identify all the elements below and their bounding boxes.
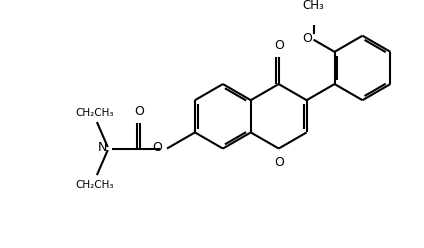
Text: CH₂CH₃: CH₂CH₃: [76, 180, 114, 189]
Text: CH₂CH₃: CH₂CH₃: [76, 108, 114, 118]
Text: N: N: [98, 141, 107, 154]
Text: CH₃: CH₃: [303, 0, 324, 12]
Text: O: O: [274, 156, 284, 169]
Text: O: O: [152, 141, 162, 154]
Text: O: O: [302, 32, 312, 45]
Text: O: O: [135, 105, 145, 118]
Text: O: O: [274, 39, 284, 52]
